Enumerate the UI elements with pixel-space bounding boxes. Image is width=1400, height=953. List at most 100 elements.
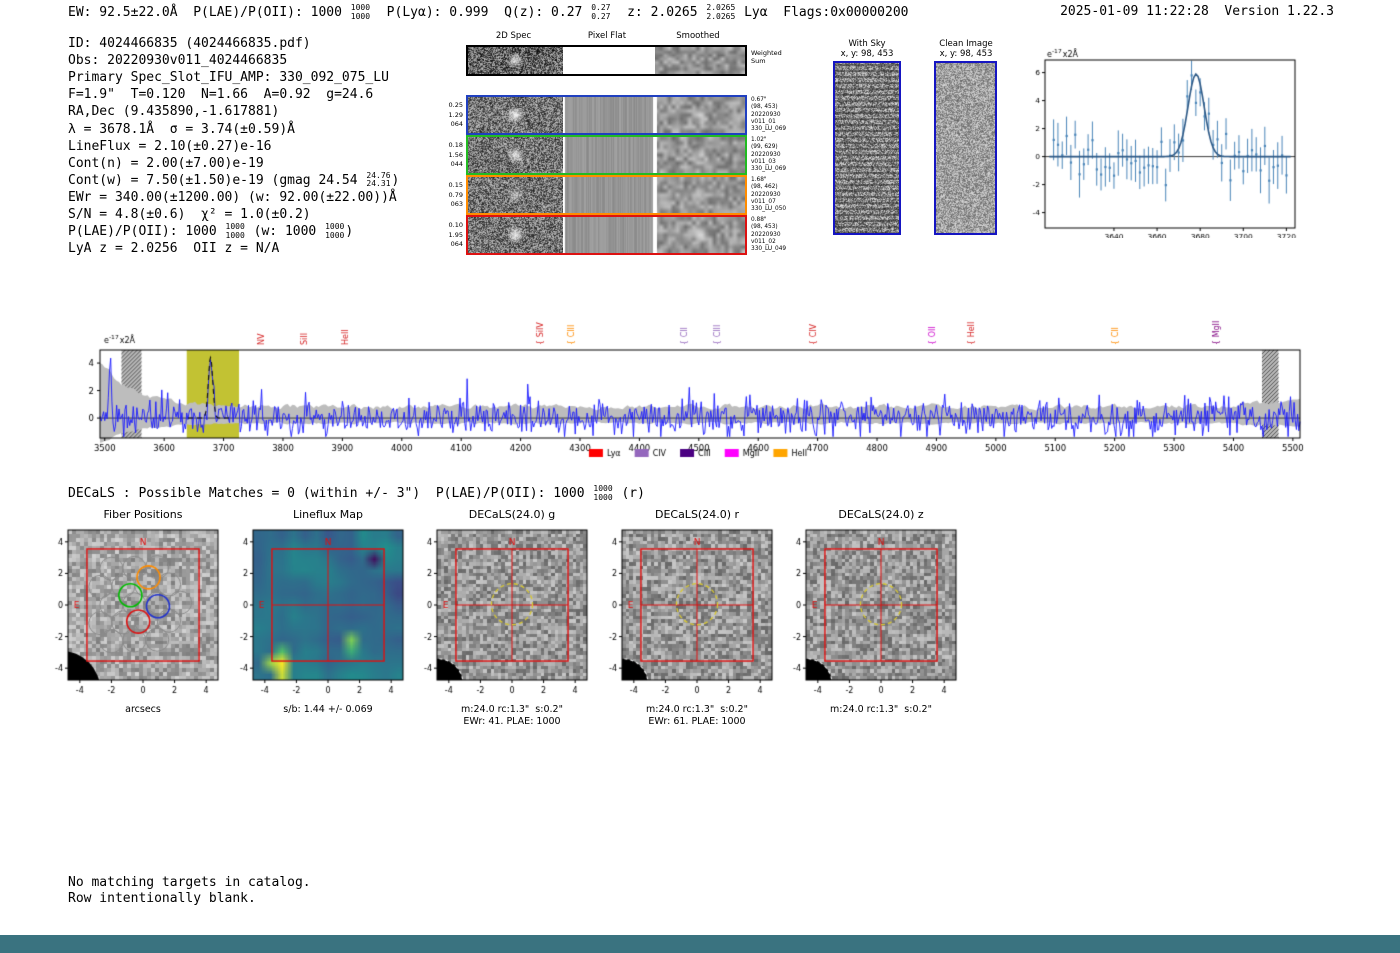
- panel-title: DECaLS(24.0) r: [654, 508, 740, 521]
- row-xy: (98, 462): [751, 184, 778, 191]
- panel-xlabel: m:24.0 rc:1.3" s:0.2": [461, 704, 563, 715]
- qz-fraction: 0.27 0.27: [591, 3, 610, 21]
- spec2d-fiber-rows: [466, 95, 747, 255]
- weighted-sum-smoothed-image: [655, 47, 745, 74]
- weighted-sum-2d-image: [468, 47, 563, 74]
- withsky-coords: x, y: 98, 453: [840, 49, 894, 59]
- header-linetype-flags: Lyα Flags:0x00000200: [736, 5, 909, 20]
- frac-top: 2.0265: [706, 3, 736, 12]
- decals-z-panel: DECaLS(24.0) z m:24.0 rc:1.3" s:0.2": [778, 508, 968, 730]
- withsky-title: With Sky: [848, 39, 886, 49]
- row-offset: 1.68": [751, 177, 767, 183]
- fiber-2d-spec-image: [468, 177, 563, 213]
- footer-line-1: No matching targets in catalog.: [68, 875, 311, 890]
- frac-bot: 1000: [593, 492, 613, 502]
- decals-g-panel: DECaLS(24.0) g m:24.0 rc:1.3" s:0.2" EWr…: [409, 508, 599, 730]
- decals-match-line: DECaLS : Possible Matches = 0 (within +/…: [68, 484, 645, 502]
- row-date: 20220930: [751, 231, 781, 238]
- row-ifu-amp: 330_LU_069: [751, 126, 787, 133]
- info-cont-w: Cont(w) = 7.50(±1.50)e-19 (gmag 24.54 24…: [68, 170, 400, 189]
- info-cont-w-text: Cont(w) = 7.50(±1.50)e-19 (gmag 24.54: [68, 172, 366, 188]
- panel-xlabel: arcsecs: [125, 704, 161, 715]
- plae-fraction: 1000 1000: [350, 3, 371, 21]
- withsky-panel: [833, 61, 901, 235]
- decals-match-text: DECaLS : Possible Matches = 0 (within +/…: [68, 486, 593, 501]
- weighted-sum-flat-blank: [563, 47, 655, 74]
- info-redshifts: LyA z = 2.0256 OII z = N/A: [68, 241, 280, 257]
- info-ewr: EWr = 340.00(±1200.00) (w: 92.00(±22.00)…: [68, 189, 397, 205]
- panel-xlabel: s/b: 1.44 +/- 0.069: [283, 704, 373, 715]
- fiber-pixel-flat-image: [563, 97, 655, 133]
- row-obs: v011_01: [751, 118, 776, 125]
- row-fiber-num: 044: [450, 160, 463, 168]
- info-seeing: F=1.9" T=0.120 N=1.66 A=0.92 g=24.6: [68, 87, 374, 103]
- frac-bot: 1000: [225, 230, 245, 240]
- row-ifu-amp: 330_LU_050: [751, 206, 787, 213]
- plae-fraction-1: 1000 1000: [226, 223, 245, 240]
- frac-top: 1000: [593, 484, 613, 493]
- clean-image: [936, 63, 995, 233]
- info-plae: P(LAE)/P(OII): 1000 1000 1000 (w: 1000 10…: [68, 223, 399, 240]
- spec2d-weighted-sum-strip: [466, 45, 747, 76]
- frac-bot: 1000: [350, 11, 371, 21]
- fiber-pixel-flat-image: [563, 177, 655, 213]
- row-left-labels: 0.15 0.79 063: [434, 175, 463, 215]
- info-lineflux: LineFlux = 2.10(±0.27)e-16: [68, 138, 272, 154]
- info-spec-slot: Primary Spec_Slot_IFU_AMP: 330_092_075_L…: [68, 70, 389, 86]
- row-xy: (99, 629): [751, 144, 778, 151]
- frac-top: 24.76: [366, 170, 391, 180]
- header-summary: EW: 92.5±22.0Å P(LAE)/P(OII): 1000 1000 1…: [68, 3, 909, 21]
- decals-g-image: [409, 524, 599, 702]
- z-fraction: 2.0265 2.0265: [706, 3, 736, 21]
- row-xy: (98, 453): [751, 224, 778, 231]
- row-date: 20220930: [751, 191, 781, 198]
- frac-top: 1000: [325, 222, 345, 232]
- panel-xlabel: m:24.0 rc:1.3" s:0.2": [646, 704, 748, 715]
- info-plae-mid: (w: 1000: [245, 224, 325, 240]
- lineflux-map-panel: Lineflux Map s/b: 1.44 +/- 0.069: [225, 508, 415, 730]
- clean-coords: x, y: 98, 453: [939, 49, 993, 59]
- spec2d-row-green: [466, 135, 747, 175]
- row-weight: 0.25: [448, 101, 463, 109]
- catalog-match-note: No matching targets in catalog. Row inte…: [68, 875, 311, 906]
- spec2d-row-red: [466, 215, 747, 255]
- panel-title: DECaLS(24.0) z: [838, 508, 924, 521]
- full-spectrum-chart: [55, 296, 1345, 466]
- row-left-labels: 0.18 1.56 044: [434, 135, 463, 175]
- frac-bot: 1000: [325, 230, 345, 240]
- decals-z-image: [778, 524, 968, 702]
- info-obs: Obs: 20220930v011_4024466835: [68, 53, 288, 69]
- fiber-pixel-flat-image: [563, 137, 655, 173]
- classification-color-bar: [0, 935, 1400, 953]
- panel-xlabel2: EWr: 61. PLAE: 1000: [648, 716, 746, 727]
- info-sn-chi2: S/N = 4.8(±0.6) χ² = 1.0(±0.2): [68, 206, 311, 222]
- fiber-positions-panel: Fiber Positions arcsecs: [40, 508, 230, 730]
- detection-info-block: ID: 4024466835 (4024466835.pdf) Obs: 202…: [68, 35, 399, 257]
- panel-xlabel: m:24.0 rc:1.3" s:0.2": [830, 704, 932, 715]
- info-plae-close: ): [345, 224, 354, 240]
- clean-title: Clean Image: [939, 39, 993, 49]
- info-cont-w-close: ): [391, 172, 400, 188]
- withsky-image: [835, 63, 899, 233]
- footer-line-2: Row intentionally blank.: [68, 890, 256, 906]
- fiber-positions-map: [40, 524, 230, 702]
- row-obs: v011_02: [751, 238, 776, 245]
- frac-bot: 2.0265: [706, 11, 736, 21]
- row-fiber-num: 063: [450, 200, 463, 208]
- info-cont-n: Cont(n) = 2.00(±7.00)e-19: [68, 155, 264, 171]
- spec2d-col-title-smoothed: Smoothed: [676, 31, 720, 41]
- row-right-labels: 1.02" (99, 629) 20220930 v011_03 330_LU_…: [751, 135, 803, 175]
- decals-filter: (r): [613, 486, 645, 501]
- decals-plae-fraction: 1000 1000: [593, 484, 613, 502]
- row-ifu-amp: 330_LU_049: [751, 246, 787, 253]
- spec2d-right-labels: 0.67" (98, 453) 20220930 v011_01 330_LU_…: [751, 95, 803, 255]
- fiber-pixel-flat-image: [563, 217, 655, 253]
- header-ew-plae: EW: 92.5±22.0Å P(LAE)/P(OII): 1000: [68, 5, 350, 20]
- spec2d-col-title-2dspec: 2D Spec: [495, 31, 532, 41]
- panel-title: Fiber Positions: [103, 508, 183, 521]
- withsky-header: With Sky x, y: 98, 453: [805, 39, 929, 59]
- fiber-2d-spec-image: [468, 217, 563, 253]
- info-radec: RA,Dec (9.435890,-1.617881): [68, 104, 280, 120]
- frac-bot: 24.31: [366, 179, 391, 189]
- panel-title: DECaLS(24.0) g: [468, 508, 556, 521]
